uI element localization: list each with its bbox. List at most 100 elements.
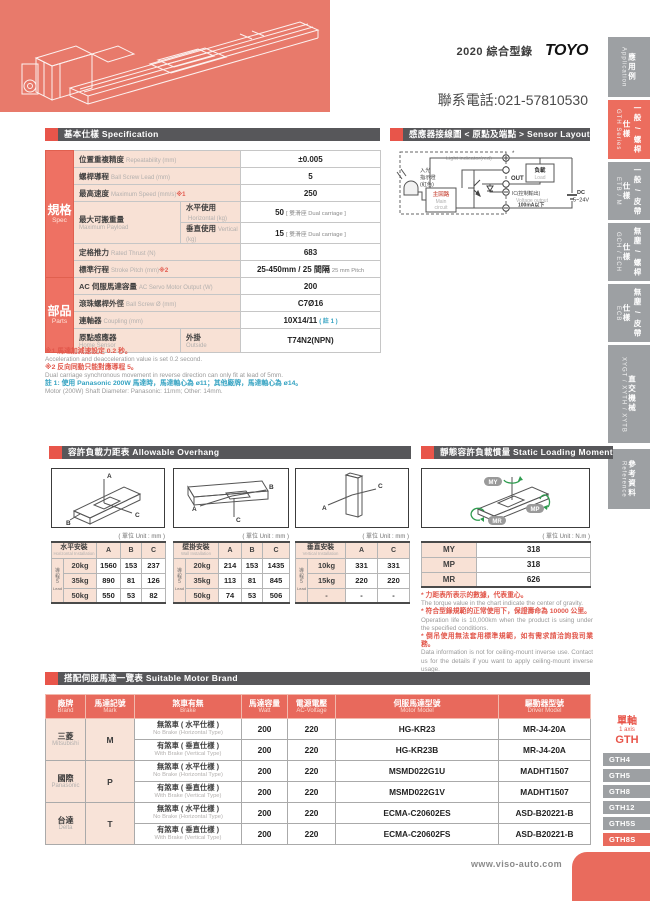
accent-square-icon — [45, 672, 58, 685]
spec-row: 螺桿導程 Ball Screw Lead (mm) 5 — [46, 167, 382, 185]
motor-row: 三菱 Mitsubishi M 無煞車 ( 水平仕樣 ) No Brake (Hor… — [45, 718, 591, 761]
spec-row: 滾珠螺桿外徑 Ball Screw Ø (mm) C7Ø16 — [46, 294, 382, 312]
spec-row: 定格推力 Rated Thrust (N) 683 — [46, 243, 382, 261]
overhang-diagram-horizontal: A B C — [51, 468, 165, 528]
spec-row: 部品 Parts AC 伺服馬達容量 AC Servo Motor Output (… — [45, 277, 382, 353]
overhang-table-wall: 壁掛安裝 Wall Installation A B C 導程 5 Lead 20kg… — [173, 541, 290, 604]
spec-row: 最大可搬重量 Maximum Payload 水平使用Horizontal (kg… — [46, 201, 382, 244]
spec-row: 最高速度 Maximum Speed (mm/s)※1 250 — [46, 184, 382, 202]
svg-text:MP: MP — [531, 507, 540, 513]
sidebar-tab-gth-series[interactable]: 一般 / 螺桿仕樣 GTH Series — [608, 100, 650, 159]
zener-diode-icon — [486, 185, 494, 192]
moment-labels: MY MP MR — [484, 477, 544, 525]
overhang-section-header: 容許負載力距表 Allowable Overhang — [49, 446, 411, 459]
svg-text:OUT: OUT — [511, 176, 524, 182]
spec-row: 原點感應器 Home Sensor 外掛 Outside T74N2(NPN) — [46, 328, 382, 353]
svg-text:入光: 入光 — [420, 166, 430, 174]
svg-text:B: B — [269, 484, 274, 491]
spec-row: 規格 Spec 位置重複精度 Repeatability (mm) ±0.005 — [45, 150, 382, 278]
overhang-table-horizontal: 水平安裝 Horizontal Installation A B C 導程 5 Lea… — [51, 541, 166, 604]
series-menu-title: 單軸 1 axis GTH — [615, 716, 639, 746]
svg-text:(紅色): (紅色) — [420, 180, 434, 188]
svg-text:MY: MY — [489, 480, 498, 486]
svg-text:指示燈: 指示燈 — [420, 173, 436, 181]
spec-table: 規格 Spec 位置重複精度 Repeatability (mm) ±0.005 螺… — [45, 150, 382, 353]
contact-phone: 聯系電話:021-57810530 — [437, 92, 588, 108]
svg-text:Main: Main — [436, 199, 447, 205]
sidebar-tab-ecb[interactable]: 無塵 / 皮帶仕樣 ECB — [608, 284, 650, 342]
series-tab-gth8[interactable]: GTH8 — [603, 785, 650, 798]
motor-table: 廠牌 Brand 馬達記號 Mark 煞車有無 Brake 馬達容量 Watt 電源電壓… — [45, 694, 591, 845]
svg-text:B: B — [66, 520, 71, 526]
spec-group-parts: 部品 Parts — [45, 277, 74, 353]
unit-label: ( 單位 Unit : mm ) — [118, 534, 165, 540]
overhang-diagram-vertical: A C — [295, 468, 409, 528]
svg-text:C: C — [378, 483, 383, 490]
overhang-table-vertical: 垂直安裝 Vertical Installation A C 導程 5 Lead 10… — [294, 541, 411, 604]
svg-text:負載: 負載 — [534, 166, 546, 174]
spec-group-spec: 規格 Spec — [45, 150, 74, 278]
accent-square-icon — [421, 446, 434, 459]
load-box — [525, 163, 555, 183]
svg-text:*: * — [512, 151, 515, 157]
accent-square-icon — [49, 446, 62, 459]
battery-icon — [567, 194, 577, 200]
svg-text:主回路: 主回路 — [433, 190, 450, 198]
catalog-title: 2020 綜合型錄 TOYO — [456, 42, 588, 60]
svg-text:circuit: circuit — [434, 205, 448, 211]
static-moment-diagram: MY MP MR — [421, 468, 590, 528]
motor-row: 有煞車 ( 垂直仕樣 ) With Brake (Vertical Type) 2… — [46, 781, 591, 803]
motor-row: 有煞車 ( 垂直仕樣 ) With Brake (Vertical Type) 2… — [46, 823, 591, 845]
svg-text:A: A — [192, 506, 197, 513]
svg-text:100mA以下: 100mA以下 — [518, 202, 544, 209]
toyo-logo: TOYO — [544, 42, 589, 59]
website-link[interactable]: www.viso-auto.com — [471, 859, 562, 869]
wiring-lines — [418, 157, 573, 209]
unit-label: ( 單位 Unit : N.m ) — [542, 534, 590, 540]
product-hero-image — [0, 0, 330, 112]
series-tab-gth5[interactable]: GTH5 — [603, 769, 650, 782]
svg-text:Voltage output: Voltage output — [516, 198, 549, 204]
motor-section-header: 搭配伺服馬達一覽表 Suitable Motor Brand — [45, 672, 590, 685]
static-moment-notes: * 力距表所表示的數據，代表重心。 The torque value in th… — [421, 592, 593, 673]
spec-row: 連軸器 Coupling (mm) 10X14/11( 註 1 ) — [46, 311, 382, 329]
motor-row: 國際 Panasonic P 無煞車 ( 水平仕樣 ) No Brake (Hori… — [45, 760, 591, 803]
series-tab-gth8s[interactable]: GTH8S — [603, 833, 650, 846]
svg-text:A: A — [107, 473, 112, 480]
terminal-icons — [502, 154, 510, 212]
accent-square-icon — [45, 128, 58, 141]
svg-text:A: A — [322, 505, 327, 512]
moment-arrowheads — [480, 476, 548, 522]
series-tab-gth4[interactable]: GTH4 — [603, 753, 650, 766]
series-tab-gth12[interactable]: GTH12 — [603, 801, 650, 814]
overhang-diagram-wall: A B C — [173, 468, 289, 528]
sensor-section-header: 感應器接線圖 < 原點及端點 > Sensor Layout — [390, 128, 590, 141]
actuator-line-art — [21, 21, 320, 105]
sidebar-tab-etb-m[interactable]: 一般 / 皮帶仕樣 ETB / M — [608, 162, 650, 220]
spec-row: 標準行程 Stroke Pitch (mm)※2 25-450mm / 25 間隔… — [46, 260, 382, 278]
spec-section-header: 基本仕樣 Specification — [45, 128, 380, 141]
svg-text:MR: MR — [492, 519, 502, 525]
svg-text:C: C — [135, 512, 140, 519]
static-moment-section-header: 靜態容許負載慣量 Static Loading Moment — [421, 446, 613, 459]
svg-text:5~24V: 5~24V — [573, 198, 589, 204]
svg-text:IC(控制輸出): IC(控制輸出) — [512, 190, 541, 197]
sidebar-tab-gch-ech[interactable]: 無塵 / 螺桿仕樣 GCH / ECH — [608, 223, 650, 281]
lead-label: 導程 5 Lead — [295, 557, 308, 604]
sensor-wiring-diagram: Light indicator(red) 入光 指示燈 (紅色) 主回路 Mai… — [396, 151, 589, 215]
svg-text:C: C — [236, 517, 241, 524]
accent-square-icon — [390, 128, 403, 141]
svg-text:Load: Load — [534, 175, 545, 181]
sidebar-tab-reference[interactable]: 參考資料 Reference — [608, 449, 650, 509]
spec-footnotes: ※1 馬達加減速設定 0.2 秒。 Acceleration and deacc… — [45, 348, 303, 395]
sidebar-tab-xy-robots[interactable]: 直交機械 XYGT / XYTH / XYTB — [608, 345, 650, 443]
sidebar-tab-application[interactable]: 應用例 Application — [608, 37, 650, 97]
catalog-year: 2020 綜合型錄 — [456, 46, 533, 58]
lead-label: 導程 5 Lead — [51, 557, 64, 604]
motor-row: 台達 Delta T 無煞車 ( 水平仕樣 ) No Brake (Horizont… — [45, 802, 591, 845]
lead-label: 導程 5 Lead — [173, 557, 186, 604]
svg-text:Light indicator(red): Light indicator(red) — [446, 156, 492, 162]
series-tab-gth5s[interactable]: GTH5S — [603, 817, 650, 830]
svg-text:DC: DC — [577, 190, 585, 196]
